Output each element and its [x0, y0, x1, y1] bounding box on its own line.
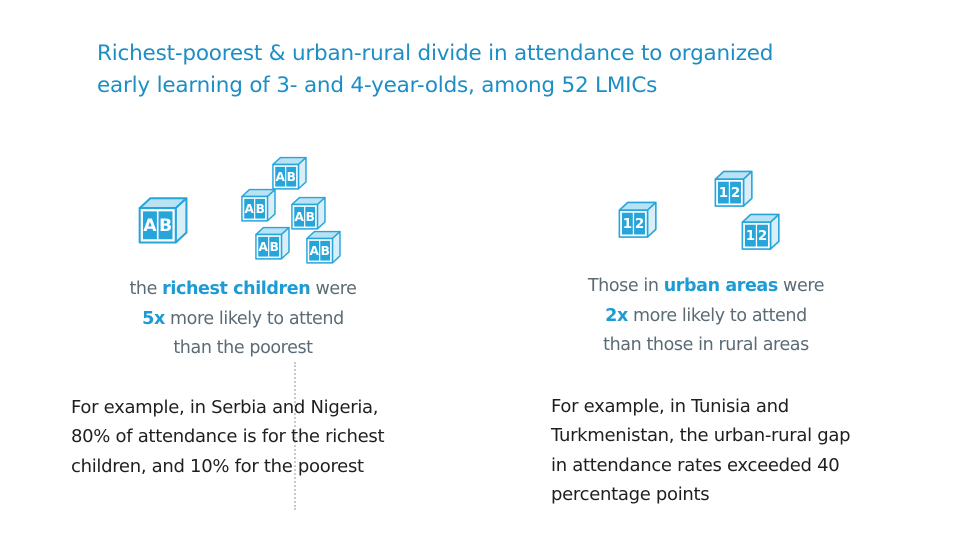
svg-text:B: B [321, 244, 330, 258]
title-line-2: early learning of 3- and 4-year-olds, am… [97, 73, 658, 98]
svg-text:2: 2 [635, 217, 644, 232]
wealth-stat: the richest children were 5x more likely… [88, 275, 398, 364]
dotted-divider [294, 362, 296, 510]
location-stat-line-3: than those in rural areas [603, 335, 809, 355]
location-example-line-1: For example, in Tunisia and [551, 396, 789, 417]
page-title: Richest-poorest & urban-rural divide in … [97, 38, 917, 102]
svg-text:1: 1 [746, 229, 755, 244]
svg-text:A: A [143, 216, 157, 236]
wealth-stat-line-1: the richest children were [129, 279, 357, 299]
svg-text:B: B [287, 170, 296, 184]
svg-text:A: A [275, 170, 285, 184]
wealth-example-line-1: For example, in Serbia and Nigeria, [71, 397, 379, 418]
location-stat: Those in urban areas were 2x more likely… [558, 272, 854, 361]
location-example-line-3: in attendance rates exceeded 40 [551, 454, 840, 476]
wealth-example-line-2: 80% of attendance is for the richest [71, 426, 385, 448]
svg-text:B: B [159, 216, 172, 236]
svg-text:B: B [306, 210, 315, 224]
svg-text:2: 2 [758, 229, 767, 244]
svg-text:B: B [270, 240, 279, 254]
location-example-line-2: Turkmenistan, the urban-rural gap [551, 425, 851, 447]
wealth-example: For example, in Serbia and Nigeria, 80% … [71, 393, 441, 481]
title-line-1: Richest-poorest & urban-rural divide in … [97, 41, 774, 66]
location-example-line-4: percentage points [551, 483, 710, 505]
wealth-stat-line-3: than the poorest [173, 338, 313, 358]
svg-text:1: 1 [623, 217, 632, 232]
svg-text:1: 1 [719, 186, 728, 201]
svg-text:A: A [294, 210, 304, 224]
wealth-example-line-3: children, and 10% for the poorest [71, 455, 364, 477]
svg-text:A: A [309, 244, 319, 258]
wealth-stat-line-2: 5x more likely to attend [142, 308, 344, 329]
location-stat-line-1: Those in urban areas were [587, 276, 825, 296]
svg-text:A: A [244, 202, 254, 216]
svg-text:B: B [256, 202, 265, 216]
location-example: For example, in Tunisia and Turkmenistan… [551, 392, 921, 509]
location-stat-line-2: 2x more likely to attend [605, 305, 807, 326]
svg-text:A: A [258, 240, 268, 254]
svg-text:2: 2 [731, 186, 740, 201]
